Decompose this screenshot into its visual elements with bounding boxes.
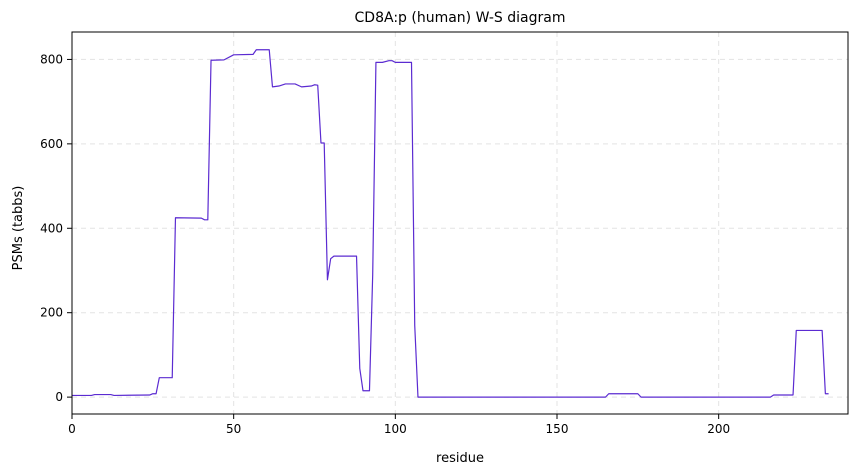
grid — [71, 32, 848, 414]
x-tick-label: 200 — [707, 422, 730, 436]
series-line — [72, 49, 829, 398]
y-tick-label: 0 — [55, 390, 63, 404]
x-tick-label: 100 — [384, 422, 407, 436]
x-tick-label: 150 — [546, 422, 569, 436]
x-ticks: 0 50 100 150 200 — [68, 414, 730, 436]
y-tick-label: 200 — [40, 306, 63, 320]
y-ticks: 0 200 400 600 800 — [40, 52, 72, 404]
x-tick-label: 50 — [226, 422, 241, 436]
y-tick-label: 800 — [40, 52, 63, 66]
series-layer — [72, 49, 829, 398]
chart-title: CD8A:p (human) W-S diagram — [355, 10, 566, 26]
plot-frame — [71, 31, 849, 415]
y-tick-label: 600 — [40, 137, 63, 151]
x-axis-label: residue — [436, 451, 484, 466]
x-tick-label: 0 — [68, 422, 76, 436]
y-axis-label: PSMs (tabbs) — [11, 186, 26, 271]
y-tick-label: 400 — [40, 221, 63, 235]
